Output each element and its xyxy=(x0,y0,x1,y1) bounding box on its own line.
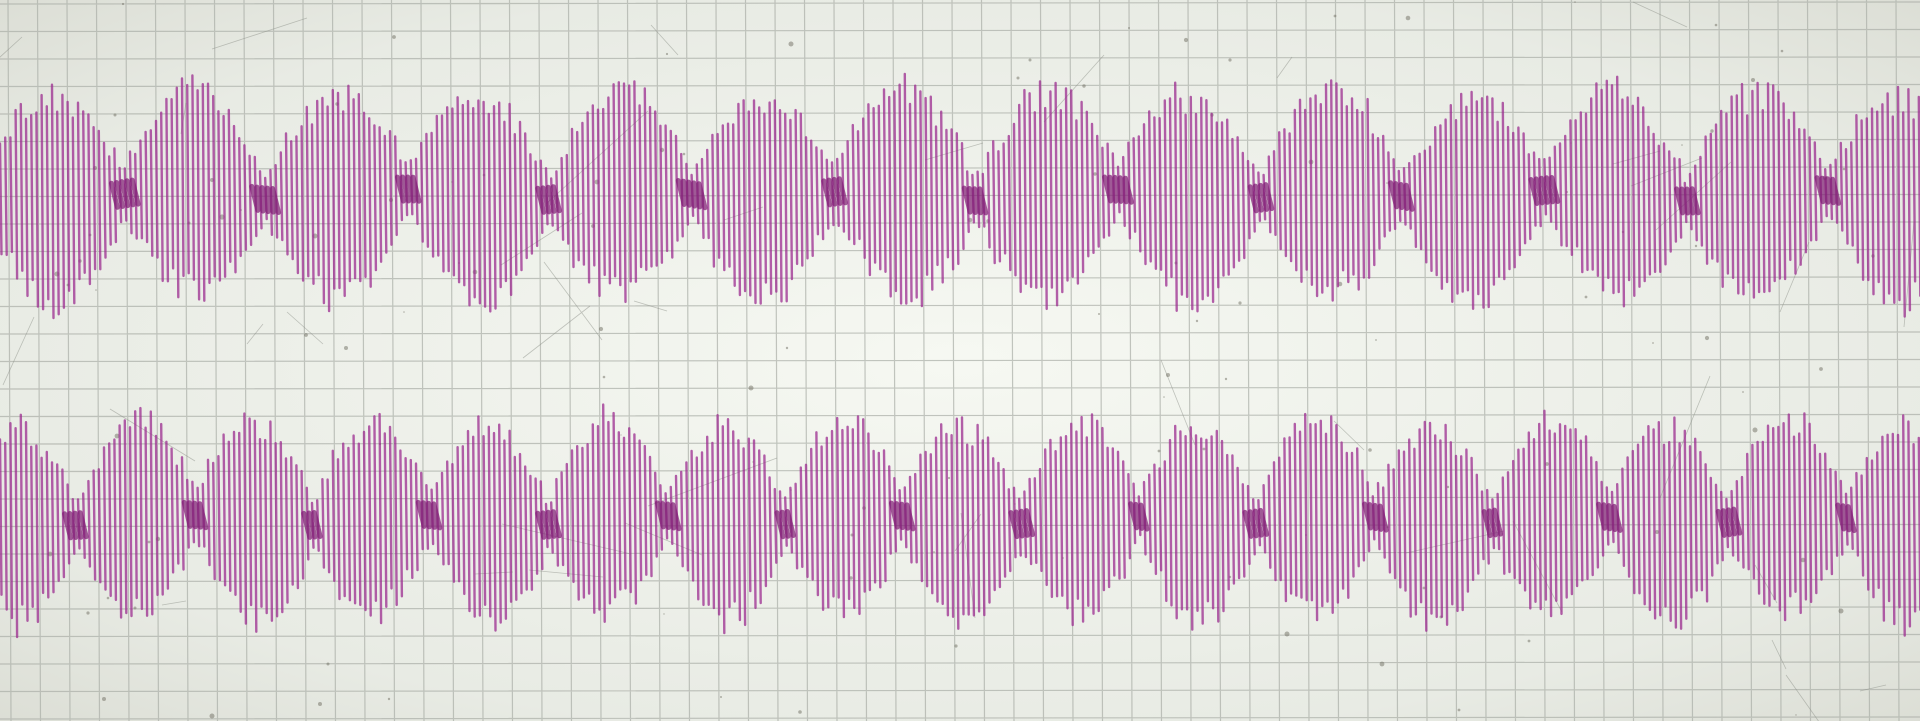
dust-speck xyxy=(1781,50,1784,53)
dust-speck xyxy=(1166,373,1170,377)
page: (() => { JSON.parse(document.getElementB… xyxy=(0,0,1920,721)
dust-speck xyxy=(344,346,348,350)
dust-speck xyxy=(1334,15,1337,18)
dust-speck xyxy=(1368,448,1372,452)
dust-speck xyxy=(1228,58,1231,61)
dust-speck xyxy=(1751,78,1755,82)
dust-speck xyxy=(1753,428,1758,433)
dust-speck xyxy=(122,3,124,5)
dust-speck xyxy=(603,376,606,379)
dust-speck xyxy=(327,663,330,666)
dust-speck xyxy=(107,597,110,600)
dust-speck xyxy=(1574,1,1576,3)
dust-speck xyxy=(304,333,308,337)
dust-speck xyxy=(599,327,603,331)
dust-speck xyxy=(318,702,322,706)
dust-speck xyxy=(1380,662,1385,667)
dust-speck xyxy=(1184,38,1188,42)
dust-speck xyxy=(683,153,686,156)
dust-speck xyxy=(1017,77,1020,80)
dust-speck xyxy=(1843,168,1846,171)
dust-speck xyxy=(798,710,802,714)
dust-speck xyxy=(95,289,97,291)
dust-speck xyxy=(1196,320,1198,322)
dust-speck xyxy=(1386,182,1388,184)
dust-speck xyxy=(933,551,935,553)
dust-speck xyxy=(786,347,788,349)
dust-speck xyxy=(1710,129,1713,132)
dust-speck xyxy=(210,714,215,719)
chart-recorder-photo xyxy=(0,0,1920,721)
dust-speck xyxy=(1158,450,1161,453)
dust-speck xyxy=(1098,313,1100,315)
dust-speck xyxy=(948,477,950,479)
dust-speck xyxy=(720,696,722,698)
dust-speck xyxy=(1285,632,1290,637)
dust-speck xyxy=(1795,714,1796,715)
dust-speck xyxy=(749,386,754,391)
dust-speck xyxy=(1238,301,1241,304)
dust-speck xyxy=(1225,378,1227,380)
dust-speck xyxy=(86,611,89,614)
dust-speck xyxy=(102,697,106,701)
dust-speck xyxy=(403,311,405,313)
dust-speck xyxy=(1695,245,1697,247)
dust-speck xyxy=(1819,367,1823,371)
dust-speck xyxy=(388,698,390,700)
dust-speck xyxy=(1528,640,1531,643)
dust-speck xyxy=(620,434,621,435)
dust-speck xyxy=(1585,296,1588,299)
dust-speck xyxy=(1406,16,1411,21)
dust-speck xyxy=(134,607,137,610)
dust-speck xyxy=(114,114,117,117)
dust-speck xyxy=(954,644,957,647)
dust-speck xyxy=(1029,59,1032,62)
dust-speck xyxy=(1839,609,1844,614)
dust-speck xyxy=(1652,342,1654,344)
dust-speck xyxy=(148,541,151,544)
dust-speck xyxy=(1203,448,1206,451)
dust-speck xyxy=(392,35,396,39)
dust-speck xyxy=(1715,24,1718,27)
dust-speck xyxy=(663,613,664,614)
dust-speck xyxy=(1681,144,1683,146)
dust-speck xyxy=(1128,27,1130,29)
dust-speck xyxy=(1082,84,1085,87)
dust-speck xyxy=(1375,339,1377,341)
dust-speck xyxy=(666,53,668,55)
dust-speck xyxy=(1093,172,1096,175)
dust-speck xyxy=(1705,336,1709,340)
dust-speck xyxy=(1163,396,1165,398)
dust-speck xyxy=(789,42,794,47)
dust-speck xyxy=(1742,391,1744,393)
dust-speck xyxy=(1458,709,1461,712)
